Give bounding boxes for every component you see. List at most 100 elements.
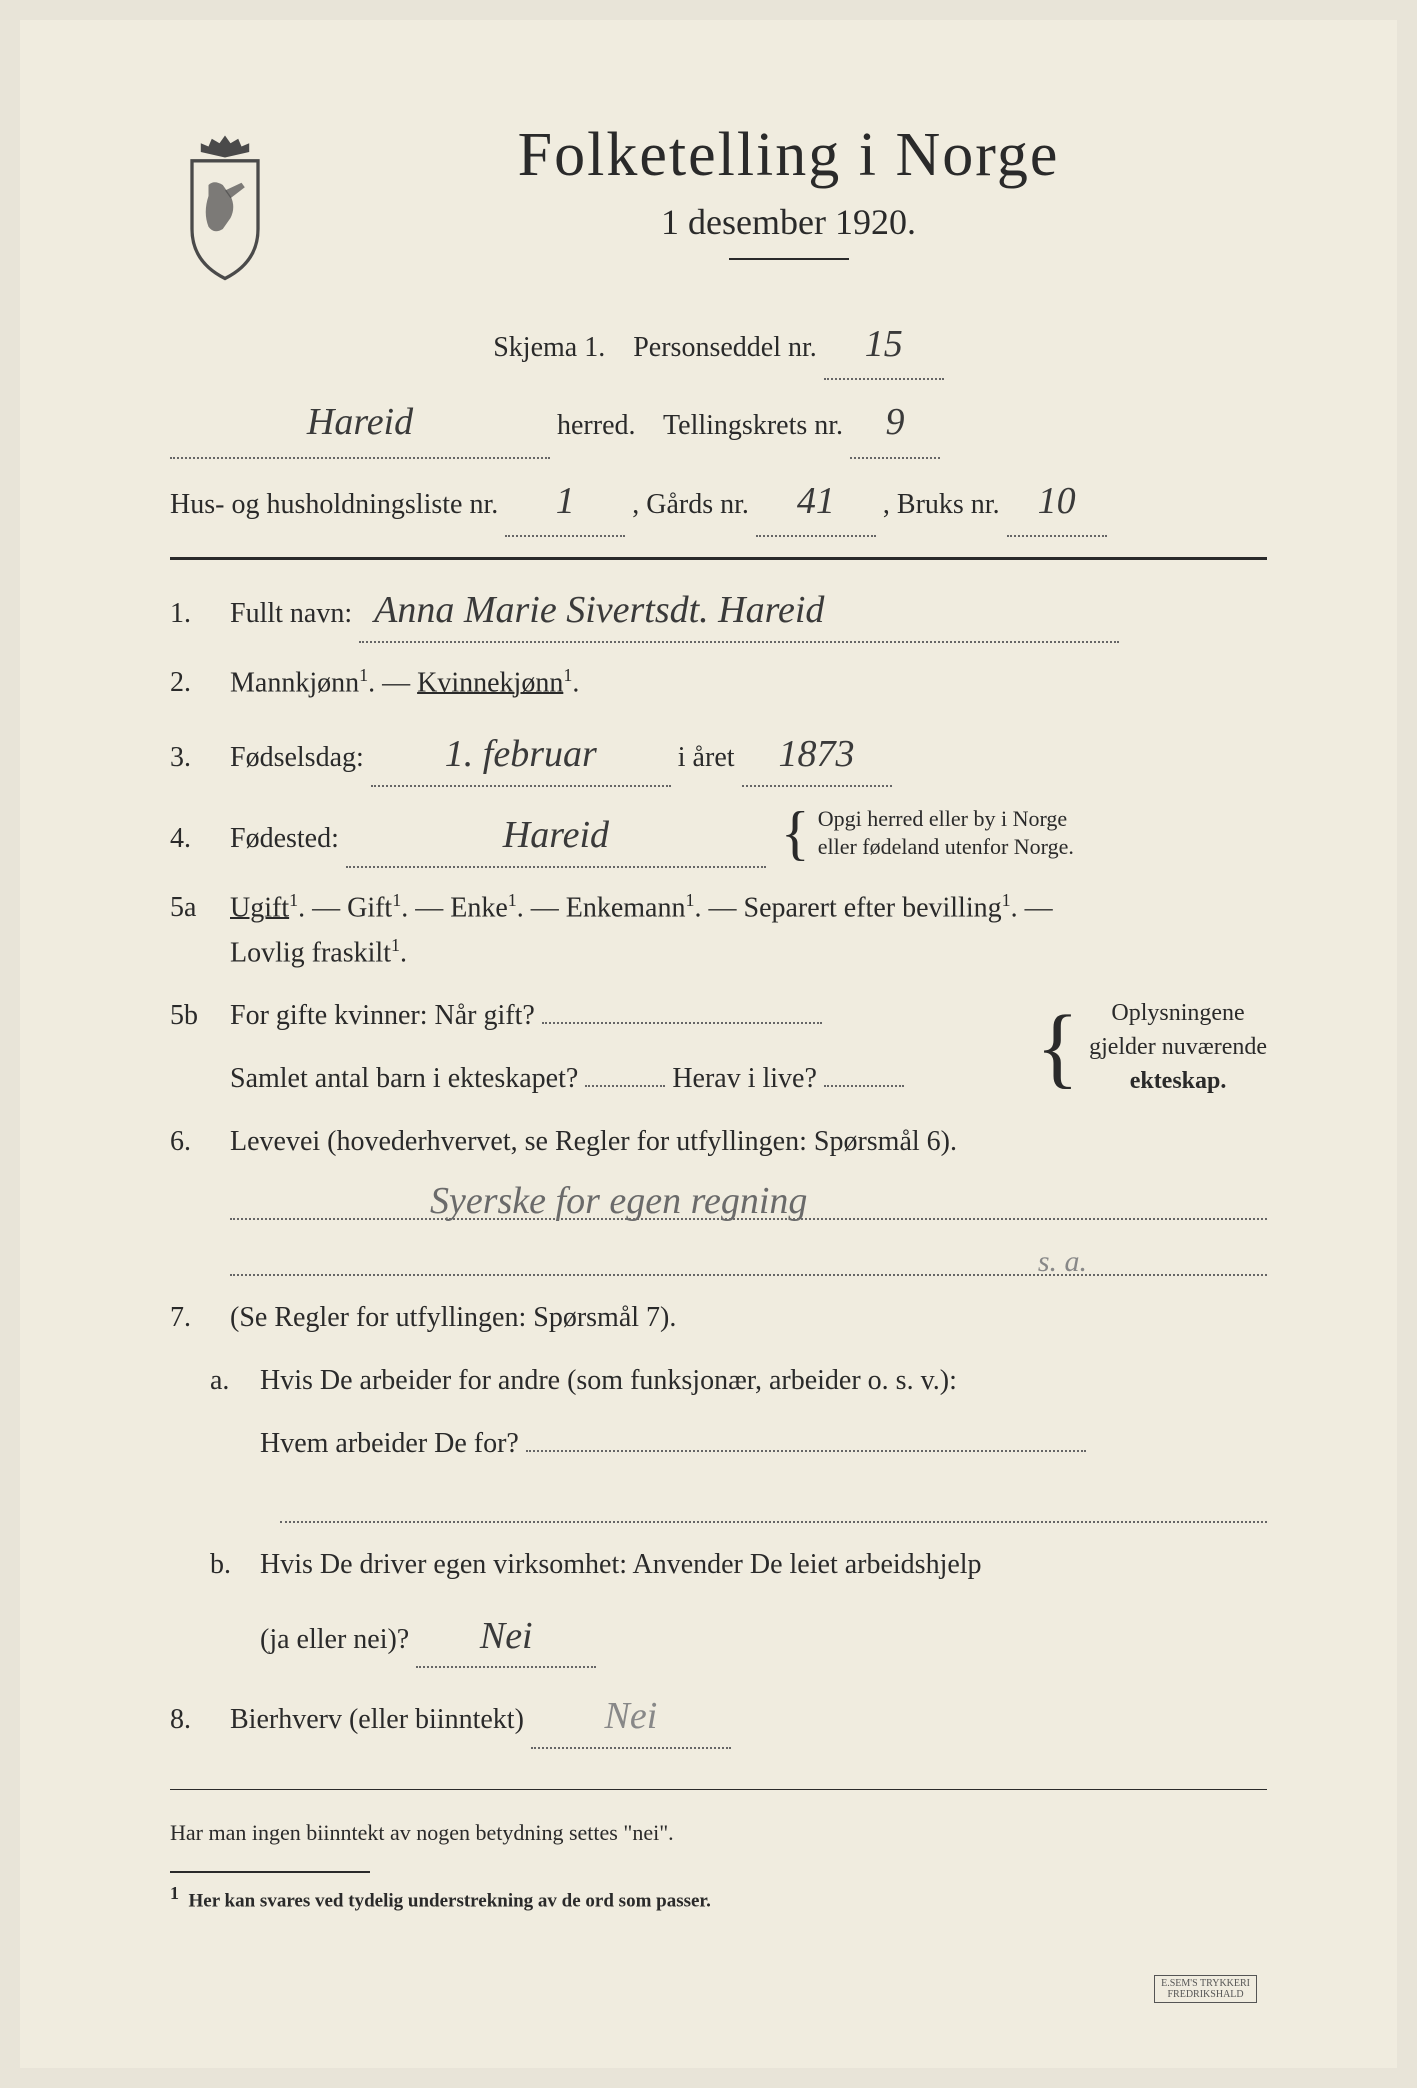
- q6-value2: s. a.: [1038, 1245, 1087, 1279]
- q2-row: 2. Mannkjønn1. — Kvinnekjønn1.: [170, 661, 1267, 706]
- q1-num: 1.: [170, 592, 230, 637]
- q5b-num: 5b: [170, 994, 230, 1039]
- herred-value: Hareid: [170, 388, 550, 458]
- q5b-line1: For gifte kvinner: Når gift?: [230, 1000, 535, 1031]
- q7a-value: [526, 1450, 1086, 1452]
- footnote-line: 1 Her kan svares ved tydelig understrekn…: [170, 1883, 1267, 1912]
- q4-note: { Opgi herred eller by i Norge eller fød…: [781, 805, 1074, 862]
- q7a-label: a.: [210, 1359, 260, 1404]
- q3-year: 1873: [742, 724, 892, 787]
- footnote-num: 1: [170, 1883, 179, 1903]
- q5b-note3: ekteskap.: [1089, 1065, 1267, 1099]
- q3-year-label: i året: [678, 742, 735, 773]
- q7a-row: a. Hvis De arbeider for andre (som funks…: [170, 1359, 1267, 1467]
- herred-line: Hareid herred. Tellingskrets nr. 9: [170, 388, 1267, 458]
- q4-note1: Opgi herred eller by i Norge: [818, 805, 1074, 834]
- q6-value-line: Syerske for egen regning: [230, 1184, 1267, 1220]
- q7b-label: b.: [210, 1543, 260, 1588]
- q5b-line2a: Samlet antal barn i ekteskapet?: [230, 1063, 578, 1094]
- q5b-barn-value: [585, 1085, 665, 1087]
- q5a-enke: Enke: [450, 892, 508, 923]
- husliste-line: Hus- og husholdningsliste nr. 1 , Gårds …: [170, 467, 1267, 537]
- personseddel-label: Personseddel nr.: [633, 332, 817, 363]
- q5b-line2b: Herav i live?: [672, 1063, 817, 1094]
- q5b-note1: Oplysningene: [1089, 997, 1267, 1031]
- q5a-fraskilt: Lovlig fraskilt: [230, 937, 391, 968]
- skjema-label: Skjema 1.: [493, 332, 605, 363]
- q4-num: 4.: [170, 817, 230, 862]
- q8-label: Bierhverv (eller biinntekt): [230, 1704, 524, 1735]
- footer-note: Har man ingen biinntekt av nogen betydni…: [170, 1820, 1267, 1846]
- q7a-line2: [280, 1487, 1267, 1523]
- q6-value-line2: s. a.: [230, 1240, 1267, 1276]
- q6-value: Syerske for egen regning: [430, 1179, 807, 1223]
- q5b-note: { Oplysningene gjelder nuværende ekteska…: [1036, 997, 1267, 1098]
- main-title: Folketelling i Norge: [310, 120, 1267, 191]
- divider-footer: [170, 1789, 1267, 1790]
- divider-1: [170, 557, 1267, 560]
- q7b-row: b. Hvis De driver egen virksomhet: Anven…: [170, 1543, 1267, 1669]
- q4-label: Fødested:: [230, 823, 339, 854]
- q3-num: 3.: [170, 736, 230, 781]
- q2-num: 2.: [170, 661, 230, 706]
- tellingskrets-nr: 9: [850, 388, 940, 458]
- stamp-line1: E.SEM'S TRYKKERI: [1161, 1978, 1250, 1989]
- footnote-text: Her kan svares ved tydelig understreknin…: [189, 1890, 711, 1911]
- q6-num: 6.: [170, 1120, 230, 1165]
- q7-row: 7. (Se Regler for utfyllingen: Spørsmål …: [170, 1296, 1267, 1341]
- q7b-text2: (ja eller nei)?: [260, 1624, 409, 1655]
- q3-day: 1. februar: [371, 724, 671, 787]
- q5b-live-value: [824, 1085, 904, 1087]
- q5a-row: 5a Ugift1. — Gift1. — Enke1. — Enkemann1…: [170, 886, 1267, 976]
- header: Folketelling i Norge 1 desember 1920.: [170, 120, 1267, 290]
- title-block: Folketelling i Norge 1 desember 1920.: [310, 120, 1267, 285]
- q8-row: 8. Bierhverv (eller biinntekt) Nei: [170, 1686, 1267, 1749]
- q7b-text1: Hvis De driver egen virksomhet: Anvender…: [260, 1543, 1267, 1588]
- coat-of-arms-icon: [170, 130, 280, 290]
- q8-num: 8.: [170, 1698, 230, 1743]
- census-form-page: Folketelling i Norge 1 desember 1920. Sk…: [20, 20, 1397, 2068]
- q5a-gift: Gift: [347, 892, 392, 923]
- husliste-nr: 1: [505, 467, 625, 537]
- brace-icon: {: [781, 818, 810, 848]
- personseddel-nr: 15: [824, 310, 944, 380]
- q2-dash: —: [382, 667, 417, 698]
- q4-row: 4. Fødested: Hareid { Opgi herred eller …: [170, 805, 1267, 868]
- q3-label: Fødselsdag:: [230, 742, 364, 773]
- q5a-ugift-selected: Ugift: [230, 892, 289, 923]
- census-date: 1 desember 1920.: [310, 201, 1267, 243]
- brace-icon-2: {: [1036, 1025, 1079, 1070]
- q2-opt1: Mannkjønn: [230, 667, 359, 698]
- q1-label: Fullt navn:: [230, 598, 352, 629]
- gards-nr: 41: [756, 467, 876, 537]
- q5b-row: 5b For gifte kvinner: Når gift? Samlet a…: [170, 994, 1267, 1102]
- skjema-line: Skjema 1. Personseddel nr. 15: [170, 310, 1267, 380]
- q7-label: (Se Regler for utfyllingen: Spørsmål 7).: [230, 1302, 676, 1333]
- q4-value: Hareid: [346, 805, 766, 868]
- q8-value: Nei: [531, 1686, 731, 1749]
- bruks-label: , Bruks nr.: [883, 489, 1000, 520]
- q1-row: 1. Fullt navn: Anna Marie Sivertsdt. Har…: [170, 580, 1267, 643]
- q5a-num: 5a: [170, 886, 230, 931]
- q3-row: 3. Fødselsdag: 1. februar i året 1873: [170, 724, 1267, 787]
- printer-stamp: E.SEM'S TRYKKERI FREDRIKSHALD: [1154, 1975, 1257, 2003]
- q4-note2: eller fødeland utenfor Norge.: [818, 833, 1074, 862]
- q5b-note2: gjelder nuværende: [1089, 1034, 1267, 1060]
- stamp-line2: FREDRIKSHALD: [1161, 1989, 1250, 2000]
- q7a-text1: Hvis De arbeider for andre (som funksjon…: [260, 1359, 1267, 1404]
- q7-num: 7.: [170, 1296, 230, 1341]
- gards-label: , Gårds nr.: [632, 489, 749, 520]
- q5a-separert: Separert efter bevilling: [744, 892, 1002, 923]
- title-rule: [729, 258, 849, 260]
- q5b-gift-value: [542, 1022, 822, 1024]
- q7b-value: Nei: [416, 1606, 596, 1669]
- q6-label: Levevei (hovederhvervet, se Regler for u…: [230, 1126, 957, 1157]
- q5a-enkemann: Enkemann: [566, 892, 686, 923]
- herred-suffix: herred.: [557, 410, 636, 441]
- q7a-text2: Hvem arbeider De for?: [260, 1428, 519, 1459]
- husliste-label: Hus- og husholdningsliste nr.: [170, 489, 498, 520]
- footnote-rule: [170, 1871, 370, 1873]
- bruks-nr: 10: [1007, 467, 1107, 537]
- q1-value: Anna Marie Sivertsdt. Hareid: [359, 580, 1119, 643]
- q6-row: 6. Levevei (hovederhvervet, se Regler fo…: [170, 1120, 1267, 1165]
